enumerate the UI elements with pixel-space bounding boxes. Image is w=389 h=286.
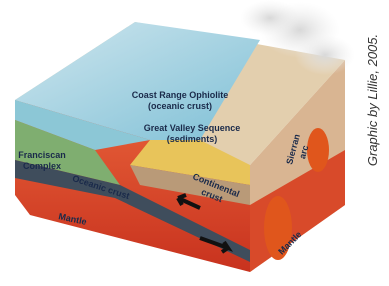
label: Complex [23,161,61,171]
diagram: Coast Range Ophiolite(oceanic crust) Fran… [0,0,389,286]
label: (oceanic crust) [148,101,212,111]
credit: Graphic by Lillie, 2005. [365,34,380,166]
magma [307,128,329,172]
label: Franciscan [18,150,66,160]
label: Great Valley Sequence [144,123,241,133]
label: (sediments) [167,134,218,144]
cloud [240,0,300,36]
label: Coast Range Ophiolite [132,90,229,100]
cloud [295,35,355,75]
